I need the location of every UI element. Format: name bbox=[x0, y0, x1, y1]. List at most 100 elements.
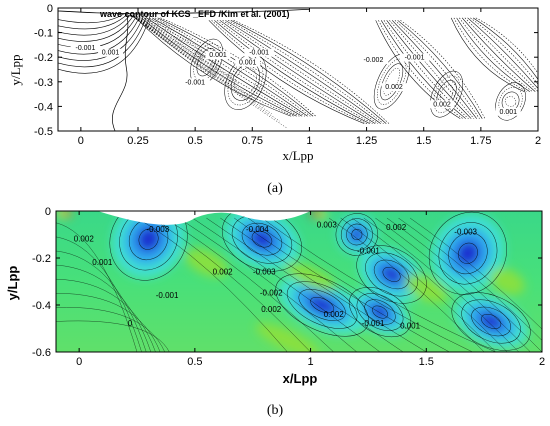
contour-label: -0.001 bbox=[75, 45, 95, 52]
contour-line bbox=[261, 217, 496, 352]
contour-line bbox=[150, 217, 311, 352]
y-tick-label: -0.4 bbox=[32, 300, 51, 312]
wave-crest-line bbox=[227, 20, 384, 124]
contour-line bbox=[438, 222, 498, 285]
contour-line bbox=[471, 306, 511, 337]
wave-crest-line bbox=[225, 20, 381, 124]
contour-label: 0.001 bbox=[400, 322, 421, 331]
x-tick-label: 1 bbox=[308, 356, 314, 368]
contour-label: 0.001 bbox=[239, 60, 257, 67]
contour-label: -0.004 bbox=[246, 225, 269, 234]
y-tick-label: -0.6 bbox=[32, 347, 51, 359]
contour-line bbox=[428, 211, 507, 295]
contour-lines-a bbox=[58, 12, 538, 131]
contour-oval bbox=[504, 96, 517, 107]
contour-label-bg bbox=[180, 78, 210, 87]
contour-oval bbox=[498, 87, 523, 116]
contour-label-bg bbox=[70, 43, 101, 52]
contour-line bbox=[56, 264, 152, 352]
contour-label: -0.001 bbox=[185, 79, 205, 86]
contour-label-bg bbox=[381, 83, 407, 92]
contour-line bbox=[58, 12, 129, 30]
contour-oval bbox=[433, 75, 460, 113]
wave-crest-line bbox=[216, 20, 373, 124]
wave-crest-line bbox=[375, 20, 461, 119]
field-hotspot bbox=[63, 211, 72, 218]
plot-frame-a bbox=[57, 7, 539, 132]
contour-label: 0.001 bbox=[500, 109, 518, 116]
contour-line bbox=[458, 242, 478, 264]
wave-crest-line bbox=[389, 20, 475, 119]
contour-line bbox=[352, 217, 508, 352]
contour-label: 0.003 bbox=[317, 220, 338, 229]
wave-crest-line bbox=[208, 20, 365, 124]
contour-lines-b bbox=[56, 211, 542, 352]
contour-label: 0.001 bbox=[209, 52, 227, 59]
x-tick-label: 1 bbox=[306, 135, 312, 147]
contour-label: 0.002 bbox=[324, 310, 345, 319]
contour-label: 0 bbox=[128, 319, 133, 328]
contour-line bbox=[56, 278, 156, 352]
wave-crest-line bbox=[467, 17, 538, 89]
x-tick-label: 1.5 bbox=[419, 356, 434, 368]
contour-line bbox=[138, 228, 159, 250]
x-tick-label: 2 bbox=[535, 135, 541, 147]
contour-label-bg bbox=[244, 48, 274, 57]
panel-label-b: (b) bbox=[267, 403, 284, 418]
contour-line-dotted bbox=[130, 15, 280, 122]
x-axis-label-b: x/Lpp bbox=[283, 371, 318, 386]
contour-line bbox=[409, 217, 542, 330]
contour-line bbox=[58, 12, 136, 42]
contour-line bbox=[58, 12, 152, 74]
contour-label: 0.002 bbox=[433, 101, 451, 108]
contour-line bbox=[234, 217, 450, 352]
contour-line bbox=[58, 12, 133, 36]
contour-label: -0.002 bbox=[260, 289, 283, 298]
contour-line-dotted bbox=[131, 15, 232, 78]
contour-line bbox=[56, 320, 170, 352]
contour-oval bbox=[439, 84, 454, 104]
field-hotspot bbox=[318, 211, 327, 219]
wave-crest-line bbox=[475, 17, 538, 74]
field-trough-core bbox=[456, 240, 480, 266]
contour-line bbox=[351, 228, 363, 241]
panel-label-a: (a) bbox=[267, 181, 283, 196]
hull-outline-a bbox=[57, 7, 310, 15]
contour-line-dotted bbox=[131, 15, 240, 85]
contour-label: -0.001 bbox=[362, 319, 385, 328]
contour-oval bbox=[495, 82, 526, 121]
contour-label: -0.003 bbox=[253, 267, 276, 276]
contour-line bbox=[448, 232, 488, 275]
x-axis-label-a: x/Lpp bbox=[282, 148, 313, 163]
wave-crest-line bbox=[138, 17, 294, 117]
contour-line bbox=[109, 211, 188, 281]
field-crest bbox=[184, 248, 228, 278]
contour-line bbox=[112, 12, 129, 131]
contour-label-bg bbox=[205, 51, 231, 60]
contour-line bbox=[364, 299, 396, 325]
contour-line bbox=[375, 217, 531, 352]
contour-label: -0.001 bbox=[156, 291, 179, 300]
contour-line bbox=[335, 213, 379, 256]
x-tick-label: 2 bbox=[539, 356, 545, 368]
field-trough-core bbox=[479, 312, 504, 331]
contour-line bbox=[398, 217, 542, 341]
contour-line-dotted bbox=[130, 15, 264, 107]
wave-crest-line bbox=[378, 20, 464, 119]
contour-line bbox=[373, 259, 410, 290]
contour-label-bg bbox=[429, 100, 455, 109]
contour-line bbox=[461, 299, 521, 344]
x-tick-label: 1.25 bbox=[356, 135, 377, 147]
contour-label: -0.002 bbox=[363, 57, 383, 64]
contour-line bbox=[386, 217, 542, 352]
contour-line-dotted bbox=[131, 15, 256, 100]
wave-crest-line bbox=[233, 20, 390, 124]
contour-line bbox=[192, 217, 381, 352]
axes-ticks-b: 0 0.5 1 1.5 2 0 -0.2 -0.4 -0.6 bbox=[32, 206, 545, 368]
contour-line bbox=[328, 217, 485, 352]
field-hotspot bbox=[56, 211, 65, 218]
contour-line bbox=[286, 281, 358, 329]
field-crest bbox=[255, 323, 320, 352]
hull-outline-b bbox=[97, 211, 311, 225]
